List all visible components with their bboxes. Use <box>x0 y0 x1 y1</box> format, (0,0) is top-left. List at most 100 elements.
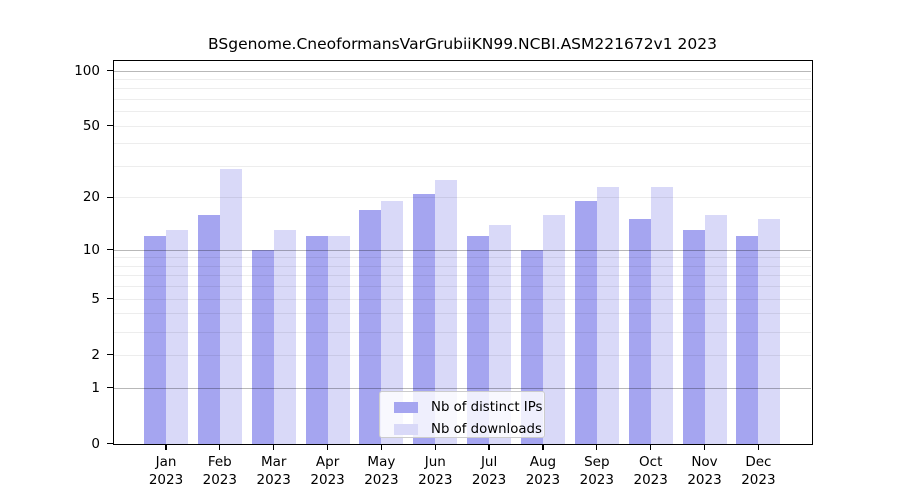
x-label-dec: Dec 2023 <box>726 453 790 490</box>
x-tick-nov <box>703 443 706 450</box>
gridline-y-80 <box>114 88 811 90</box>
legend-row-downloads: Nb of downloads <box>390 420 542 438</box>
y-tick-label-20: 20 <box>82 189 100 206</box>
x-tick-jun <box>434 443 436 450</box>
x-label-year: 2023 <box>741 472 776 488</box>
y-tick-label-100: 100 <box>74 62 100 79</box>
gridline-y-4 <box>114 313 811 315</box>
y-tick-5 <box>107 298 114 300</box>
legend-swatch-downloads <box>394 423 418 435</box>
bar-distinct-ips-may <box>359 209 382 444</box>
legend-swatch-distinct-ips <box>394 401 418 413</box>
x-label-year: 2023 <box>310 472 345 488</box>
x-label-may: May 2023 <box>349 453 413 490</box>
bar-downloads-dec <box>758 219 781 444</box>
gridline-y-7 <box>114 275 811 277</box>
bar-downloads-mar <box>273 230 296 444</box>
axis-layer: 0 1 2 5 10 20 50 100 Jan 2023 Feb 2023 Mar 2023 Apr 202… <box>74 61 811 489</box>
gridline-y-3 <box>114 331 811 333</box>
x-label-year: 2023 <box>633 472 668 488</box>
x-label-mar: Mar 2023 <box>242 453 306 490</box>
x-label-month: Oct <box>639 453 663 470</box>
plot-area: 0 1 2 5 10 20 50 100 Jan 2023 Feb 2023 Mar 2023 Apr 202… <box>74 59 813 489</box>
x-label-apr: Apr 2023 <box>296 453 360 490</box>
y-tick-label-0: 0 <box>91 435 100 452</box>
bar-distinct-ips-dec <box>736 236 759 444</box>
gridline-y-5 <box>114 298 811 300</box>
y-tick-label-50: 50 <box>82 117 100 134</box>
x-label-year: 2023 <box>579 472 614 488</box>
x-label-month: Apr <box>315 453 340 470</box>
bar-downloads-oct <box>650 186 673 444</box>
gridline-y-30 <box>114 166 811 167</box>
x-label-year: 2023 <box>418 472 453 488</box>
gridline-y-100 <box>114 70 811 72</box>
x-tick-feb <box>219 443 221 450</box>
bar-distinct-ips-apr <box>305 236 328 444</box>
x-tick-aug <box>542 443 544 450</box>
legend-row-distinct-ips: Nb of distinct IPs <box>390 398 542 416</box>
x-label-year: 2023 <box>148 472 184 488</box>
gridline-y-50 <box>114 125 811 127</box>
x-tick-jan <box>165 443 167 450</box>
x-label-month: Jan <box>155 453 177 470</box>
x-label-month: Mar <box>260 453 287 470</box>
bar-distinct-ips-jan <box>144 236 166 444</box>
x-tick-oct <box>650 443 652 450</box>
x-label-jul: Jul 2023 <box>457 453 521 490</box>
x-label-jun: Jun 2023 <box>403 453 467 490</box>
x-label-aug: Aug 2023 <box>511 453 575 490</box>
x-label-month: Sep <box>584 453 610 470</box>
x-tick-apr <box>326 443 329 450</box>
y-tick-100 <box>107 69 114 72</box>
gridline-y-20 <box>114 197 811 199</box>
x-label-oct: Oct 2023 <box>619 453 683 490</box>
bar-distinct-ips-sep <box>574 201 597 444</box>
y-tick-50 <box>107 125 114 127</box>
bar-downloads-may <box>381 201 404 444</box>
gridline-y-40 <box>114 143 811 145</box>
bar-distinct-ips-nov <box>682 230 705 444</box>
chart-title: BSgenome.CneoformansVarGrubiiKN99.NCBI.A… <box>208 35 717 53</box>
bar-distinct-ips-mar <box>251 249 274 444</box>
gridline-y-9 <box>114 257 811 259</box>
bar-downloads-feb <box>219 168 242 444</box>
x-label-year: 2023 <box>364 472 399 488</box>
x-label-year: 2023 <box>687 472 722 488</box>
bar-downloads-jul <box>489 224 512 444</box>
x-tick-sep <box>596 443 598 450</box>
x-label-year: 2023 <box>471 472 507 488</box>
x-label-month: Nov <box>691 453 718 470</box>
bar-downloads-aug <box>542 214 565 444</box>
y-tick-1 <box>107 386 114 389</box>
bar-downloads-apr <box>327 236 350 444</box>
y-tick-2 <box>107 354 114 356</box>
x-label-month: Jul <box>480 453 498 470</box>
gridline-y-90 <box>114 78 811 80</box>
y-tick-label-10: 10 <box>82 241 100 258</box>
x-label-feb: Feb 2023 <box>188 453 252 490</box>
bar-downloads-sep <box>596 186 619 444</box>
bar-distinct-ips-jun <box>413 193 436 444</box>
x-label-month: Feb <box>207 453 232 470</box>
legend-label-distinct-ips: Nb of distinct IPs <box>431 399 543 415</box>
x-tick-may <box>380 443 383 450</box>
x-label-month: Jun <box>424 453 446 470</box>
gridline-y-1 <box>114 387 811 389</box>
x-label-sep: Sep 2023 <box>565 453 629 490</box>
x-label-year: 2023 <box>202 472 237 488</box>
bar-distinct-ips-feb <box>197 214 220 444</box>
bar-distinct-ips-oct <box>628 219 651 444</box>
x-label-year: 2023 <box>256 472 291 488</box>
y-tick-label-5: 5 <box>91 290 100 307</box>
legend: Nb of distinct IPs Nb of downloads <box>379 391 545 438</box>
x-label-jan: Jan 2023 <box>134 453 198 490</box>
y-tick-0 <box>107 442 114 445</box>
y-tick-20 <box>107 196 114 199</box>
x-label-month: May <box>367 453 396 470</box>
legend-label-downloads: Nb of downloads <box>431 421 542 437</box>
gridline-y-70 <box>114 99 811 100</box>
x-tick-jul <box>488 443 490 450</box>
x-tick-dec <box>757 443 759 450</box>
